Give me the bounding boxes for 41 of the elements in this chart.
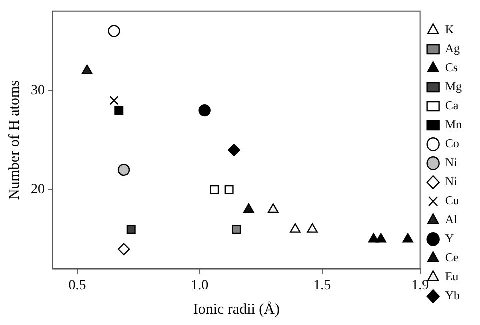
legend-label: K	[445, 22, 454, 37]
point	[268, 204, 279, 214]
point	[108, 25, 120, 38]
legend-label: Co	[445, 136, 460, 151]
legend-label: Eu	[445, 270, 459, 284]
x-axis-title: Ionic radii (Å)	[193, 300, 280, 318]
point	[244, 204, 254, 214]
legend-label: Yb	[445, 288, 460, 303]
x-tick-label: 0.5	[68, 278, 86, 294]
legend-label: Ca	[445, 98, 460, 113]
point	[376, 233, 387, 243]
point	[114, 106, 124, 116]
legend-label: Ce	[445, 250, 459, 265]
point	[110, 96, 119, 106]
legend-label: Ni	[445, 174, 458, 189]
legend-label: Y	[445, 232, 454, 246]
legend-label: Ni	[445, 156, 458, 170]
y-tick-label: 30	[31, 83, 45, 98]
x-tick-label: 1.9	[412, 278, 430, 294]
y-tick-label: 20	[31, 182, 45, 198]
legend-label: Mg	[445, 80, 462, 94]
point	[210, 185, 220, 194]
x-tick-label: 1.5	[314, 278, 332, 294]
point	[307, 223, 318, 233]
point	[368, 233, 380, 243]
point	[118, 243, 130, 256]
point	[290, 223, 301, 233]
point	[402, 233, 414, 243]
legend-label: Cu	[445, 194, 460, 208]
point	[126, 225, 136, 234]
point	[198, 104, 211, 117]
point	[228, 144, 240, 156]
legend-label: Ag	[445, 42, 460, 56]
y-axis-title: Number of H atoms	[6, 80, 23, 200]
legend-label: Mn	[445, 118, 462, 132]
point	[232, 225, 242, 234]
point	[118, 164, 130, 176]
legend-label: Cs	[445, 60, 458, 75]
point	[224, 185, 234, 194]
x-tick-label: 1.0	[191, 278, 209, 294]
legend-label: Al	[445, 212, 458, 227]
